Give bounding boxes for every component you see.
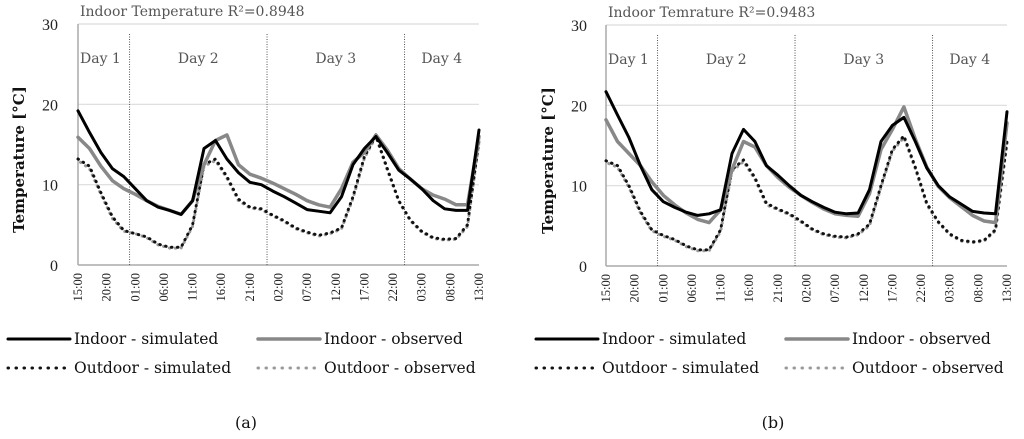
- legend-label: Outdoor - observed: [324, 359, 476, 377]
- y-axis-label: Temperature [°C]: [10, 86, 28, 233]
- legend-label: Indoor - observed: [324, 330, 463, 348]
- x-tick-label: 12:00: [329, 273, 343, 301]
- legend-label: Outdoor - simulated: [74, 359, 231, 377]
- y-tick-label: 10: [571, 179, 587, 196]
- x-tick-label: 11:00: [186, 273, 200, 301]
- x-tick-label: 22:00: [386, 273, 400, 301]
- x-tick-label: 01:00: [656, 274, 670, 302]
- figure-caption: (b): [762, 413, 785, 432]
- day-label: Day 2: [706, 52, 747, 68]
- x-tick-label: 17:00: [885, 274, 899, 302]
- legend-label: Indoor - simulated: [602, 330, 746, 348]
- x-tick-label: 11:00: [714, 274, 728, 302]
- legend-label: Outdoor - simulated: [602, 359, 759, 377]
- series-line-indoor-simulated: [604, 90, 1009, 217]
- x-tick-label: 13:00: [1000, 274, 1014, 302]
- series-line-outdoor-simulated: [76, 134, 481, 249]
- series-line-outdoor-simulated: [604, 134, 1009, 252]
- legend-label: Indoor - observed: [852, 330, 991, 348]
- chart-panel-b: 0 10 20 30 Indoor Temrature R²=0.9483 Tempera…: [534, 5, 1014, 432]
- x-tick-label: 07:00: [300, 273, 314, 301]
- day-label: Day 2: [178, 51, 219, 67]
- y-tick-label: 30: [571, 18, 587, 35]
- x-tick-label: 16:00: [742, 274, 756, 302]
- x-tick-label: 02:00: [800, 274, 814, 302]
- y-tick-label: 10: [42, 178, 58, 195]
- x-tick-label: 20:00: [628, 274, 642, 302]
- x-tick-label: 08:00: [971, 274, 985, 302]
- x-tick-label: 17:00: [357, 273, 371, 301]
- day-label: Day 1: [80, 51, 121, 67]
- x-tick-label: 07:00: [828, 274, 842, 302]
- chart-panel-a: 0 10 20 30 Indoor Temperature R²=0.8948 Tempe…: [6, 4, 486, 432]
- x-tick-label: 06:00: [157, 273, 171, 301]
- series-line-indoor-observed: [604, 105, 1009, 225]
- day-label: Day 3: [843, 52, 884, 68]
- day-label: Day 4: [421, 51, 462, 67]
- x-tick-label: 20:00: [100, 273, 114, 301]
- legend-label: Indoor - simulated: [74, 330, 218, 348]
- y-tick-label: 0: [50, 258, 58, 275]
- legend-label: Outdoor - observed: [852, 359, 1004, 377]
- chart-title: Indoor Temrature R²=0.9483: [608, 5, 815, 21]
- x-tick-label: 12:00: [857, 274, 871, 302]
- x-tick-label: 06:00: [685, 274, 699, 302]
- y-tick-label: 0: [579, 259, 587, 276]
- y-tick-label: 20: [42, 97, 58, 114]
- x-tick-label: 08:00: [443, 273, 457, 301]
- x-tick-label: 03:00: [943, 274, 957, 302]
- y-tick-label: 20: [571, 98, 587, 115]
- x-tick-label: 03:00: [415, 273, 429, 301]
- day-label: Day 3: [315, 51, 356, 67]
- x-tick-label: 22:00: [914, 274, 928, 302]
- series-line-indoor-simulated: [76, 109, 481, 216]
- day-label: Day 1: [608, 52, 649, 68]
- y-tick-label: 30: [42, 17, 58, 34]
- day-label: Day 4: [949, 52, 990, 68]
- x-tick-label: 15:00: [71, 273, 85, 301]
- chart-title: Indoor Temperature R²=0.8948: [80, 4, 305, 20]
- x-tick-label: 13:00: [472, 273, 486, 301]
- figure-caption: (a): [235, 413, 257, 432]
- x-tick-label: 02:00: [272, 273, 286, 301]
- x-tick-label: 21:00: [243, 273, 257, 301]
- y-axis-label: Temperature [°C]: [539, 87, 557, 234]
- x-tick-label: 21:00: [771, 274, 785, 302]
- x-tick-label: 15:00: [599, 274, 613, 302]
- series-line-indoor-observed: [76, 133, 481, 217]
- x-tick-label: 16:00: [214, 273, 228, 301]
- x-tick-label: 01:00: [128, 273, 142, 301]
